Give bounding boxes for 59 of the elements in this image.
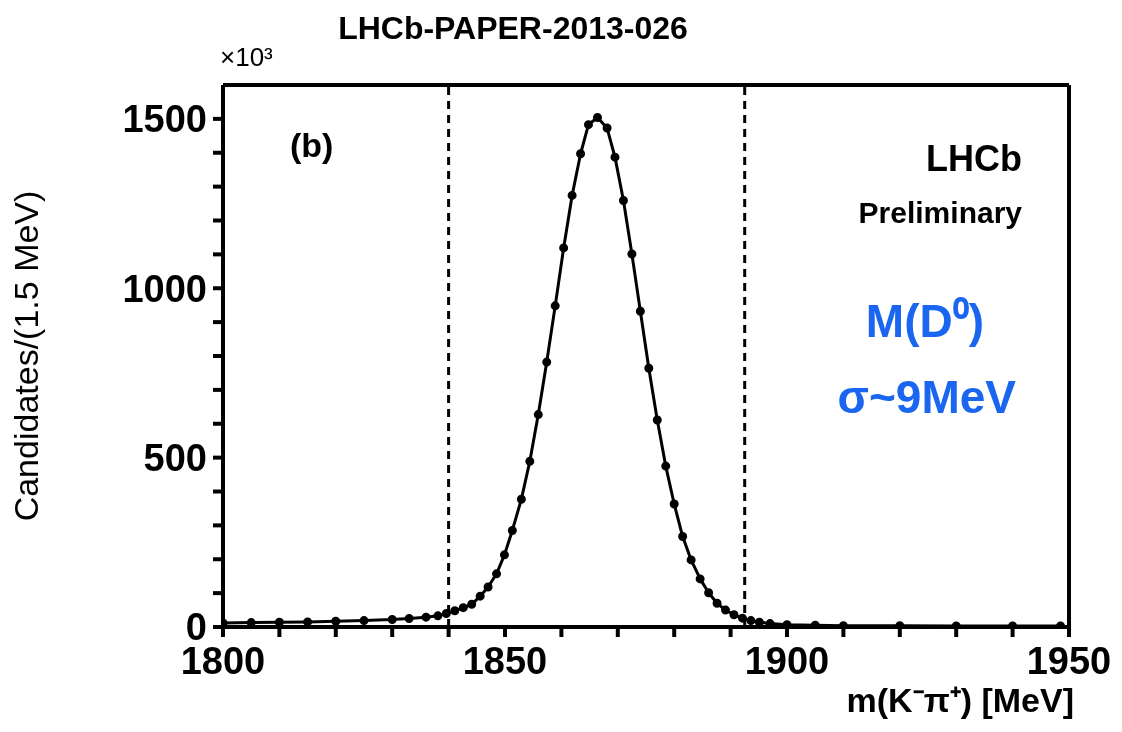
y-tick-label: 1500 xyxy=(122,98,207,141)
x-tick-label: 1900 xyxy=(744,639,830,682)
x-axis-title: m(K⁻π⁺) [MeV] xyxy=(846,680,1074,721)
point xyxy=(678,532,688,542)
point xyxy=(542,357,552,367)
point xyxy=(712,598,722,608)
y-axis-title: Candidates/(1.5 MeV) xyxy=(7,190,46,522)
point xyxy=(359,616,369,626)
point xyxy=(686,555,696,565)
point xyxy=(492,569,502,579)
point xyxy=(533,410,543,420)
x-tick-label: 1800 xyxy=(180,639,266,682)
point xyxy=(458,603,468,613)
point xyxy=(467,599,477,609)
y-tick-label: 1000 xyxy=(122,267,207,310)
point xyxy=(746,616,756,626)
point xyxy=(602,123,612,133)
point xyxy=(475,591,485,601)
point xyxy=(704,588,714,598)
point xyxy=(525,456,535,466)
point xyxy=(404,614,414,624)
point xyxy=(483,582,493,592)
point xyxy=(550,301,560,311)
point xyxy=(737,613,747,623)
point xyxy=(618,196,628,206)
point xyxy=(610,152,620,162)
point xyxy=(507,525,517,535)
point xyxy=(669,499,679,509)
annotation: LHCb xyxy=(926,138,1022,180)
point xyxy=(695,574,705,584)
point xyxy=(499,550,509,560)
point xyxy=(729,610,739,620)
point xyxy=(450,606,460,616)
chart-title: LHCb-PAPER-2013-026 xyxy=(338,10,688,46)
annotation: M(D⁰) xyxy=(865,294,984,349)
point xyxy=(652,415,662,425)
point xyxy=(567,190,577,200)
annotation: (b) xyxy=(290,126,334,165)
point xyxy=(593,113,602,123)
text: ×10³ xyxy=(220,42,273,73)
point xyxy=(433,611,443,621)
point xyxy=(441,608,451,618)
point xyxy=(516,494,526,504)
point xyxy=(635,306,645,316)
point xyxy=(661,461,671,471)
annotation: Preliminary xyxy=(858,196,1022,230)
point xyxy=(627,249,637,259)
x-tick-label: 1950 xyxy=(1026,639,1112,682)
annotation: σ~9MeV xyxy=(837,370,1016,424)
point xyxy=(576,149,586,159)
point xyxy=(421,612,431,622)
point xyxy=(721,605,731,615)
y-tick-label: 500 xyxy=(143,436,207,479)
point xyxy=(559,243,569,253)
point xyxy=(387,615,397,625)
point xyxy=(583,120,593,130)
point xyxy=(331,616,341,626)
x-tick-label: 1850 xyxy=(462,639,548,682)
point xyxy=(644,363,654,373)
